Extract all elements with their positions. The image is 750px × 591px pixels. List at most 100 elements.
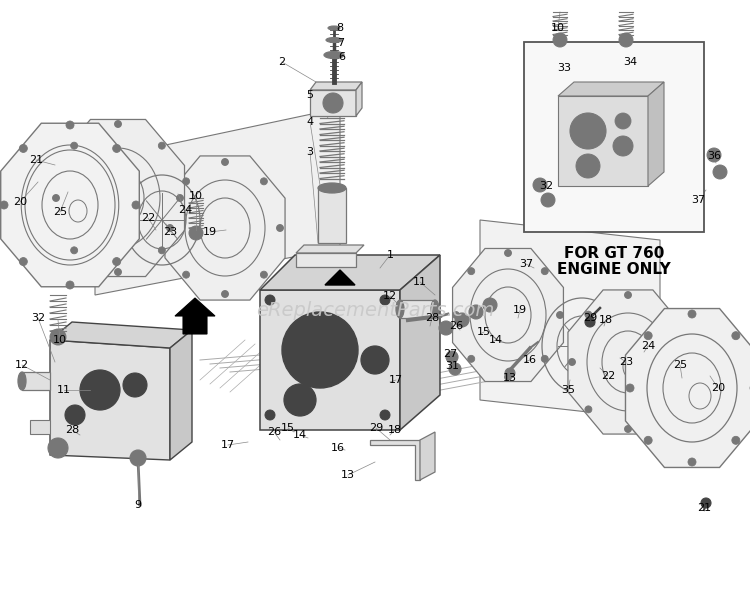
Text: 28: 28 [424,313,439,323]
Circle shape [455,313,469,327]
Polygon shape [52,119,184,277]
Circle shape [132,201,140,209]
Circle shape [112,258,121,265]
Polygon shape [325,270,355,285]
Text: 16: 16 [523,355,537,365]
Text: 10: 10 [551,23,565,33]
Circle shape [80,370,120,410]
Circle shape [323,93,343,113]
Circle shape [112,144,121,152]
Bar [22,372,50,390]
Circle shape [48,438,68,458]
Text: 27: 27 [442,349,457,359]
Circle shape [221,291,229,297]
Circle shape [585,317,595,327]
Ellipse shape [326,37,342,43]
Polygon shape [558,96,648,186]
Circle shape [701,498,711,508]
Circle shape [664,406,671,413]
Text: 37: 37 [691,195,705,205]
Circle shape [166,225,173,232]
Circle shape [182,178,190,185]
Circle shape [468,355,475,362]
Polygon shape [356,82,362,116]
Circle shape [680,359,688,365]
Circle shape [688,310,696,318]
Text: 34: 34 [623,57,637,67]
Circle shape [158,247,165,254]
Circle shape [644,332,652,340]
Circle shape [626,384,634,392]
Polygon shape [170,330,192,460]
Text: 7: 7 [338,38,344,48]
Circle shape [70,247,78,254]
Polygon shape [296,245,364,253]
Text: 2: 2 [278,57,286,67]
Polygon shape [296,253,356,267]
Circle shape [20,258,27,265]
Circle shape [556,311,563,319]
Circle shape [50,329,66,345]
Polygon shape [400,255,440,430]
Circle shape [182,271,190,278]
Circle shape [505,249,512,256]
Circle shape [541,193,555,207]
Circle shape [576,154,600,178]
Ellipse shape [396,300,404,318]
Text: 19: 19 [203,227,217,237]
Text: 28: 28 [64,425,80,435]
Text: 20: 20 [13,197,27,207]
Text: FOR GT 760: FOR GT 760 [564,246,664,261]
Circle shape [449,363,461,375]
Circle shape [20,144,27,152]
Text: 32: 32 [31,313,45,323]
Circle shape [277,225,284,232]
Ellipse shape [318,183,346,193]
Circle shape [625,426,632,433]
Circle shape [707,148,721,162]
Text: 25: 25 [53,207,67,217]
Text: 18: 18 [599,315,613,325]
Circle shape [284,384,316,416]
Circle shape [713,165,727,179]
Text: 8: 8 [337,23,344,33]
Text: 26: 26 [267,427,281,437]
Text: 18: 18 [388,425,402,435]
Text: 13: 13 [503,373,517,383]
Text: 35: 35 [561,385,575,395]
Text: 25: 25 [673,360,687,370]
Ellipse shape [431,300,439,318]
Circle shape [282,312,358,388]
Text: 12: 12 [15,360,29,370]
Text: 32: 32 [539,181,553,191]
Text: ENGINE ONLY: ENGINE ONLY [557,262,670,277]
Text: 22: 22 [601,371,615,381]
Ellipse shape [18,372,26,390]
Polygon shape [370,440,420,480]
Bar [318,188,346,243]
Polygon shape [260,255,440,290]
Circle shape [570,113,606,149]
Circle shape [123,373,147,397]
Polygon shape [50,322,192,348]
Text: 23: 23 [163,227,177,237]
Circle shape [644,436,652,444]
Text: 17: 17 [389,375,403,385]
Circle shape [585,311,592,318]
Text: 11: 11 [57,385,71,395]
Polygon shape [50,340,170,460]
Circle shape [115,121,122,128]
Polygon shape [558,82,664,96]
Circle shape [260,178,268,185]
Text: 21: 21 [697,503,711,513]
Circle shape [505,368,515,378]
Polygon shape [1,124,140,287]
Circle shape [0,201,8,209]
Text: 15: 15 [281,423,295,433]
Text: 22: 22 [141,213,155,223]
Text: 16: 16 [331,443,345,453]
Text: 20: 20 [711,383,725,393]
Circle shape [688,458,696,466]
Bar [400,300,435,318]
Ellipse shape [328,26,340,30]
